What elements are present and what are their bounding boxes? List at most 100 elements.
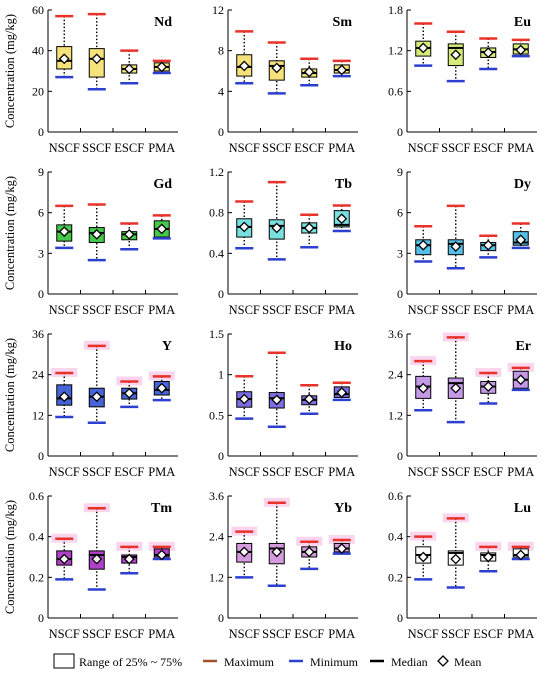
element-label: Lu: [514, 501, 531, 516]
mean-marker: [91, 391, 103, 403]
y-tick-label: 0: [38, 611, 44, 625]
y-tick-label: 3.6: [388, 327, 403, 341]
y-tick-label: 2.4: [388, 368, 403, 382]
x-tick-label: ESCF: [294, 303, 324, 317]
mean-marker: [58, 553, 70, 565]
x-tick-label: ESCF: [114, 465, 144, 479]
mean-marker: [91, 553, 103, 565]
y-tick-label: 0: [218, 449, 224, 463]
mean-marker: [271, 62, 283, 74]
x-tick-label: SSCF: [441, 627, 470, 641]
x-tick-label: SSCF: [262, 627, 291, 641]
mean-marker: [417, 42, 429, 54]
mean-marker: [123, 553, 135, 565]
mean-marker: [450, 553, 462, 565]
y-tick-label: 0.4: [209, 246, 224, 260]
element-label: Yb: [334, 501, 352, 516]
element-label: Sm: [333, 15, 353, 30]
mean-marker: [271, 222, 283, 234]
mean-marker: [336, 213, 348, 225]
y-tick-label: 1.2: [209, 570, 224, 584]
y-tick-label: 60: [32, 3, 44, 17]
mean-marker: [482, 381, 494, 392]
y-tick-label: 12: [32, 408, 44, 422]
y-axis-label: Concentration (mg/kg): [3, 500, 17, 614]
element-label: Ho: [334, 339, 352, 354]
panel-tm: 0 0.2 0.4 0.6 NSCF SSCF ESCF PMA Tm Concentration…: [3, 489, 178, 641]
x-tick-label: PMA: [148, 465, 175, 479]
x-tick-label: NSCF: [229, 465, 260, 479]
x-tick-label: NSCF: [49, 141, 80, 155]
mean-marker: [58, 53, 70, 65]
mean-marker: [238, 221, 250, 233]
x-tick-label: ESCF: [114, 141, 144, 155]
y-axis-label: Concentration (mg/kg): [3, 338, 17, 452]
y-tick-label: 0.2: [29, 570, 44, 584]
mean-marker: [482, 47, 494, 59]
y-tick-label: 3.6: [209, 489, 224, 503]
y-tick-label: 2.4: [209, 530, 224, 544]
mean-marker: [271, 394, 283, 406]
mean-marker: [303, 393, 315, 405]
x-tick-label: PMA: [328, 141, 355, 155]
panel-gd: 0 3 6 9 NSCF SSCF ESCF PMA Gd Concentration (mg/k…: [3, 165, 178, 317]
y-tick-label: 0.4: [29, 530, 44, 544]
mean-marker: [336, 64, 348, 76]
y-tick-label: 9: [397, 165, 403, 179]
mean-marker: [123, 228, 135, 240]
y-tick-label: 36: [32, 327, 44, 341]
mean-marker: [156, 549, 168, 561]
panel-lu: 0 0.2 0.4 0.6 NSCF SSCF ESCF PMA Lu: [388, 489, 537, 641]
element-label: Y: [162, 339, 172, 354]
element-label: Dy: [514, 177, 531, 192]
x-tick-label: SSCF: [82, 141, 111, 155]
mean-marker: [58, 226, 70, 238]
y-tick-label: 6: [397, 206, 403, 220]
element-label: Tm: [151, 501, 172, 516]
x-tick-label: NSCF: [408, 627, 439, 641]
x-tick-label: NSCF: [49, 627, 80, 641]
x-tick-label: ESCF: [294, 627, 324, 641]
mean-marker: [238, 393, 250, 405]
x-tick-label: ESCF: [294, 141, 324, 155]
y-tick-label: 1.8: [388, 3, 403, 17]
x-tick-label: NSCF: [408, 465, 439, 479]
y-tick-label: 0: [397, 287, 403, 301]
mean-marker: [336, 543, 348, 554]
legend: Range of 25% ~ 75% Maximum Minimum Media…: [53, 653, 481, 669]
mean-marker: [91, 228, 103, 240]
panel-yb: 0 1.2 2.4 3.6 NSCF SSCF ESCF PMA Yb: [209, 489, 358, 641]
y-tick-label: 0: [397, 125, 403, 139]
x-tick-label: SSCF: [262, 141, 291, 155]
x-tick-label: PMA: [148, 627, 175, 641]
x-tick-label: PMA: [328, 303, 355, 317]
y-tick-label: 3: [38, 246, 44, 260]
x-tick-label: NSCF: [408, 141, 439, 155]
mean-marker: [450, 382, 462, 394]
x-tick-label: PMA: [507, 141, 534, 155]
x-tick-label: SSCF: [441, 141, 470, 155]
mean-marker: [417, 382, 429, 394]
x-tick-label: SSCF: [441, 465, 470, 479]
x-tick-label: SSCF: [441, 303, 470, 317]
y-tick-label: 0.5: [209, 408, 224, 422]
x-tick-label: PMA: [148, 141, 175, 155]
x-tick-label: SSCF: [82, 465, 111, 479]
mean-marker: [482, 551, 494, 563]
mean-marker: [156, 382, 168, 394]
mean-marker: [450, 49, 462, 61]
y-tick-label: 0: [38, 125, 44, 139]
x-tick-label: NSCF: [49, 465, 80, 479]
y-tick-label: 0: [38, 449, 44, 463]
panel-tb: 0 0.4 0.8 1.2 NSCF SSCF ESCF PMA Tb: [209, 165, 358, 317]
y-tick-label: 0: [218, 125, 224, 139]
legend-max-label: Maximum: [224, 655, 275, 669]
mean-marker: [336, 387, 348, 398]
y-tick-label: 3: [397, 246, 403, 260]
mean-marker: [91, 53, 103, 65]
x-tick-label: ESCF: [294, 465, 324, 479]
y-tick-label: 1.5: [209, 327, 224, 341]
x-tick-label: ESCF: [473, 465, 503, 479]
y-tick-label: 12: [212, 3, 224, 17]
